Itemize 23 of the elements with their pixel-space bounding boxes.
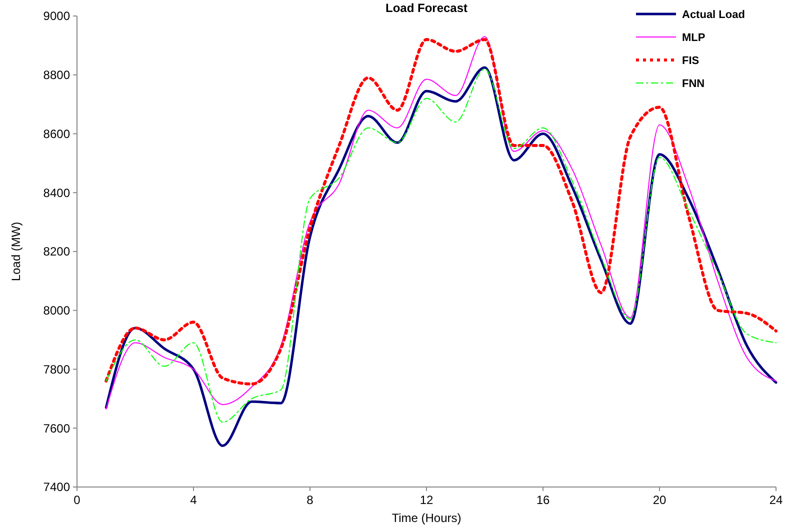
x-tick-label: 16 bbox=[536, 493, 550, 507]
y-tick-label: 8200 bbox=[43, 244, 70, 259]
x-tick-label: 24 bbox=[769, 493, 783, 507]
x-tick-label: 4 bbox=[190, 493, 198, 507]
y-tick-label: 7800 bbox=[43, 362, 70, 376]
legend-label: MLP bbox=[682, 32, 706, 44]
legend-label: FIS bbox=[682, 54, 700, 67]
chart-title: Load Forecast bbox=[385, 1, 468, 15]
y-tick-label: 7400 bbox=[43, 480, 70, 494]
legend-label: Actual Load bbox=[682, 8, 745, 21]
y-axis-title: Load (MW) bbox=[9, 222, 23, 282]
x-tick-label: 8 bbox=[306, 493, 314, 507]
y-tick-label: 8000 bbox=[43, 304, 70, 318]
y-tick-label: 8600 bbox=[43, 126, 70, 141]
x-tick-label: 0 bbox=[74, 493, 81, 507]
x-tick-label: 12 bbox=[420, 493, 434, 507]
y-tick-label: 8800 bbox=[43, 68, 70, 82]
y-tick-label: 8400 bbox=[43, 186, 70, 200]
y-tick-label: 7600 bbox=[43, 421, 70, 436]
legend-label: FNN bbox=[682, 78, 705, 90]
y-tick-label: 9000 bbox=[43, 9, 70, 24]
x-axis-title: Time (Hours) bbox=[392, 511, 462, 525]
x-tick-label: 20 bbox=[652, 493, 666, 507]
